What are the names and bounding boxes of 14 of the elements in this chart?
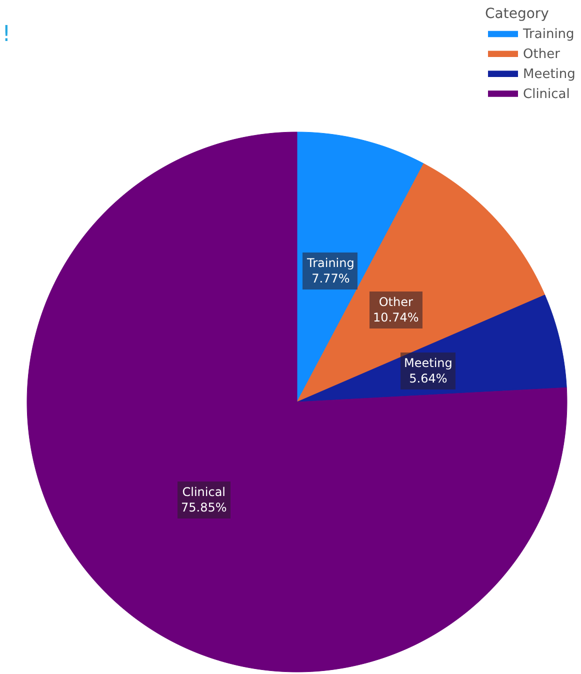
legend-label: Other [523,47,561,62]
data-label: 10.74% [373,310,419,325]
slice-label: Clinical [182,485,226,499]
legend-title: Category [485,6,549,22]
slice-label: Training [306,256,354,270]
legend-label: Meeting [523,67,576,82]
slice-label: Other [378,295,413,309]
data-label: 5.64% [409,372,448,386]
slice-label: Meeting [404,356,452,370]
chart-title: ! [2,22,11,47]
legend-label: Clinical [523,86,570,102]
data-label: 7.77% [312,272,350,286]
legend-label: Training [522,27,574,42]
data-label: 75.85% [181,500,227,515]
